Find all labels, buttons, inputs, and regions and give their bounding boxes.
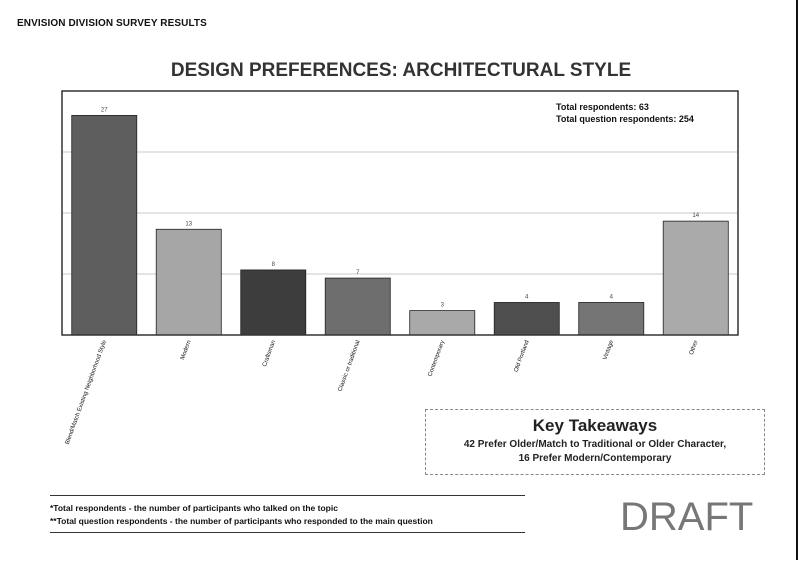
data-label-6: 4 xyxy=(525,294,529,300)
bar-8 xyxy=(662,220,729,336)
respondent-stats: Total respondents: 63 Total question res… xyxy=(556,101,694,125)
data-label-8: 14 xyxy=(692,213,699,219)
data-label-4: 7 xyxy=(356,270,360,276)
bar-5 xyxy=(409,310,476,336)
data-label-1: 27 xyxy=(101,107,108,113)
chart-title: DESIGN PREFERENCES: ARCHITECTURAL STYLE xyxy=(170,60,632,81)
category-label-3: Craftsman xyxy=(262,340,277,368)
total-respondents: Total respondents: 63 xyxy=(556,102,649,112)
bar-4 xyxy=(324,277,391,336)
key-takeaways-box: Key Takeaways 42 Prefer Older/Match to T… xyxy=(425,409,765,475)
data-label-5: 3 xyxy=(441,303,445,309)
data-label-3: 8 xyxy=(272,262,276,268)
bar-7 xyxy=(578,302,645,336)
plot-frame xyxy=(61,90,739,336)
category-label-8: Other xyxy=(689,340,700,356)
data-label-7: 4 xyxy=(610,294,614,300)
bar-1 xyxy=(71,115,138,336)
key-takeaways-line-1: 42 Prefer Older/Match to Traditional or … xyxy=(463,439,727,450)
category-label-4: Classic or traditional xyxy=(338,340,362,393)
draft-watermark: DRAFT xyxy=(620,495,754,539)
bar-2 xyxy=(155,228,222,336)
footnote-1: *Total respondents - the number of parti… xyxy=(50,503,338,513)
key-takeaways-line-2: 16 Prefer Modern/Contemporary xyxy=(518,453,672,464)
key-takeaways-title: Key Takeaways xyxy=(532,416,658,435)
bar-6 xyxy=(493,302,560,336)
category-label-6: Old Portland xyxy=(514,340,531,373)
report-header: ENVISION DIVISION SURVEY RESULTS xyxy=(17,18,207,29)
footnotes: *Total respondents - the number of parti… xyxy=(50,495,525,533)
bar-3 xyxy=(240,269,307,336)
category-label-1: Blend/Match Existing Neighborhood Style xyxy=(65,339,109,445)
total-question-respondents: Total question respondents: 254 xyxy=(556,114,694,124)
category-label-5: Contemporary xyxy=(427,340,446,378)
data-label-2: 13 xyxy=(185,221,192,227)
category-label-7: Vintage xyxy=(603,339,616,361)
category-label-2: Modern xyxy=(180,340,193,361)
footnote-2: **Total question respondents - the numbe… xyxy=(50,516,433,526)
